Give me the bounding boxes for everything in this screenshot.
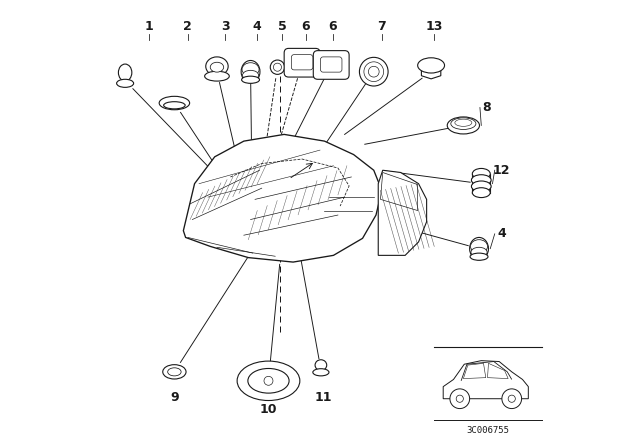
- Text: 4: 4: [497, 227, 506, 241]
- Text: 5: 5: [278, 20, 287, 34]
- Ellipse shape: [273, 63, 282, 71]
- Text: 2: 2: [184, 20, 192, 34]
- Ellipse shape: [163, 365, 186, 379]
- Text: 13: 13: [425, 20, 442, 34]
- Ellipse shape: [242, 63, 259, 76]
- Ellipse shape: [315, 360, 326, 370]
- Ellipse shape: [313, 369, 329, 376]
- Text: 3C006755: 3C006755: [467, 426, 509, 435]
- Circle shape: [456, 395, 463, 402]
- Ellipse shape: [241, 60, 260, 83]
- Ellipse shape: [248, 368, 289, 393]
- Ellipse shape: [241, 76, 260, 83]
- Ellipse shape: [168, 368, 181, 376]
- Text: 7: 7: [378, 20, 386, 34]
- Ellipse shape: [472, 188, 490, 198]
- Circle shape: [360, 57, 388, 86]
- Text: 11: 11: [315, 391, 332, 405]
- Ellipse shape: [237, 361, 300, 401]
- Ellipse shape: [116, 79, 134, 87]
- FancyBboxPatch shape: [284, 48, 320, 77]
- Polygon shape: [378, 170, 427, 255]
- Text: 6: 6: [328, 20, 337, 34]
- Ellipse shape: [472, 175, 491, 185]
- Circle shape: [264, 376, 273, 385]
- Ellipse shape: [470, 253, 488, 260]
- Ellipse shape: [270, 60, 285, 74]
- Circle shape: [450, 389, 470, 409]
- Text: 4: 4: [253, 20, 262, 34]
- Ellipse shape: [243, 70, 259, 80]
- Circle shape: [502, 389, 522, 409]
- Ellipse shape: [451, 118, 476, 129]
- Polygon shape: [443, 361, 528, 399]
- FancyBboxPatch shape: [321, 57, 342, 72]
- Ellipse shape: [159, 96, 189, 110]
- Ellipse shape: [470, 240, 488, 253]
- Ellipse shape: [455, 119, 472, 126]
- Circle shape: [508, 395, 515, 402]
- Text: 3: 3: [221, 20, 229, 34]
- Polygon shape: [421, 66, 441, 79]
- FancyBboxPatch shape: [314, 51, 349, 79]
- Text: 9: 9: [170, 391, 179, 405]
- Polygon shape: [183, 134, 382, 262]
- Text: 6: 6: [301, 20, 310, 34]
- Ellipse shape: [447, 117, 479, 134]
- Ellipse shape: [472, 168, 490, 179]
- Ellipse shape: [118, 64, 132, 81]
- Text: 10: 10: [260, 403, 277, 417]
- Ellipse shape: [206, 57, 228, 76]
- Ellipse shape: [210, 62, 224, 72]
- Circle shape: [364, 62, 383, 82]
- Text: 1: 1: [145, 20, 153, 34]
- Text: 12: 12: [493, 164, 510, 177]
- FancyBboxPatch shape: [291, 55, 313, 70]
- Ellipse shape: [418, 58, 445, 73]
- Text: 8: 8: [483, 101, 491, 114]
- Ellipse shape: [205, 71, 229, 81]
- Circle shape: [369, 66, 379, 77]
- Ellipse shape: [471, 247, 487, 257]
- Ellipse shape: [472, 181, 491, 192]
- Ellipse shape: [470, 237, 488, 260]
- Ellipse shape: [164, 102, 185, 109]
